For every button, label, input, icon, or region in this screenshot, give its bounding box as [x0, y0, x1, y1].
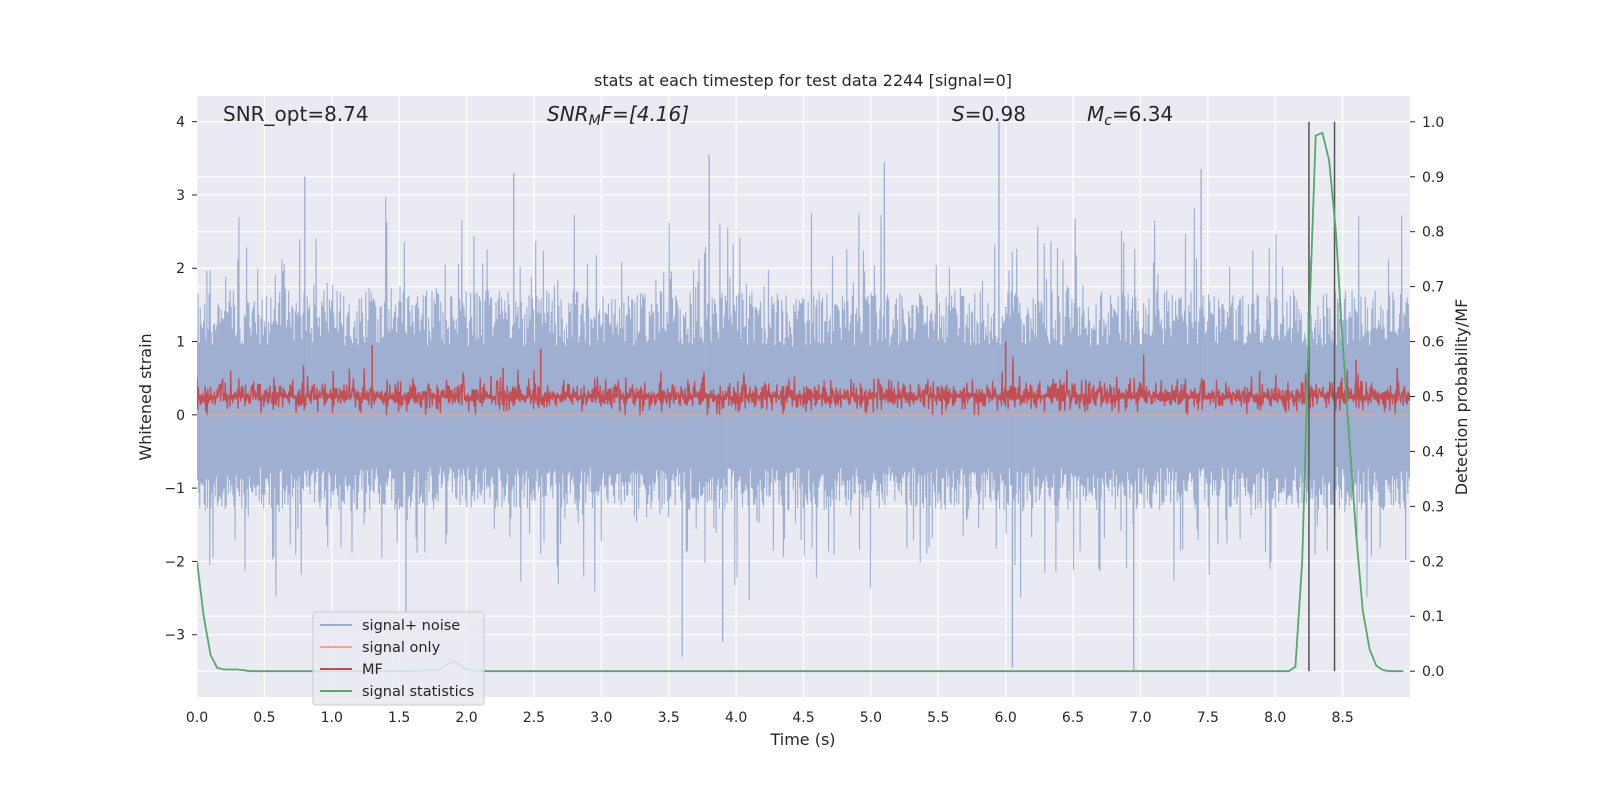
x-tick-label: 7.0 — [1129, 710, 1151, 726]
annotation-snr-mf-base: SNR — [547, 102, 589, 126]
annotation-snr-mf-sub: M — [589, 113, 601, 129]
left-y-tick-label: 3 — [176, 188, 185, 204]
right-y-tick-label: 0.5 — [1422, 390, 1444, 406]
left-y-axis-label: Whitened strain — [136, 333, 155, 460]
series-mf-line — [197, 354, 1410, 415]
legend-box — [312, 611, 485, 706]
x-tick-label: 3.5 — [658, 710, 680, 726]
x-tick-label: 6.0 — [995, 710, 1017, 726]
annotation-mc-base: M — [1087, 102, 1104, 126]
chart-title: stats at each timestep for test data 224… — [594, 71, 1012, 90]
right-y-tick-label: 0.1 — [1422, 609, 1444, 625]
x-tick-label: 6.5 — [1062, 710, 1084, 726]
x-tick-label: 1.5 — [388, 710, 410, 726]
left-y-axis-ticks: 4 3 2 1 0 −1 −2 −3 — [164, 115, 197, 644]
legend-label-mf: MF — [362, 662, 383, 678]
legend: signal+ noise signal only MF signal stat… — [312, 611, 485, 706]
right-y-tick-label: 0.6 — [1422, 335, 1444, 351]
right-y-tick-label: 0.3 — [1422, 499, 1444, 515]
x-tick-label: 1.0 — [321, 710, 343, 726]
annotation-s-base: S — [952, 102, 965, 126]
legend-label-signal-only: signal only — [362, 640, 441, 656]
x-tick-label: 5.5 — [927, 710, 949, 726]
x-tick-label: 8.5 — [1331, 710, 1353, 726]
annotation-mc: Mc=6.34 — [1087, 102, 1173, 129]
x-tick-label: 4.0 — [725, 710, 747, 726]
x-axis-ticks: 0.0 0.5 1.0 1.5 2.0 2.5 3.0 3.5 4.0 4.5 5.0 5.5 6.0 6… — [186, 710, 1354, 726]
x-tick-label: 5.0 — [860, 710, 882, 726]
annotation-mc-sub: c — [1104, 113, 1112, 129]
x-tick-label: 0.0 — [186, 710, 208, 726]
left-y-tick-label: −2 — [164, 554, 185, 570]
legend-label-signal-statistics: signal statistics — [362, 684, 474, 700]
right-y-tick-label: 0.8 — [1422, 225, 1444, 241]
x-tick-label: 2.0 — [455, 710, 477, 726]
x-tick-label: 3.0 — [590, 710, 612, 726]
right-y-axis-ticks: 1.0 0.9 0.8 0.7 0.6 0.5 0.4 0.3 0.2 0.1 0.0 — [1410, 115, 1444, 680]
x-tick-label: 0.5 — [253, 710, 275, 726]
annotation-snr-mf: SNRMF=[4.16] — [547, 102, 689, 129]
right-y-axis-label: Detection probability/MF — [1452, 299, 1471, 496]
left-y-tick-label: −3 — [164, 628, 185, 644]
right-y-tick-label: 0.4 — [1422, 444, 1444, 460]
right-y-tick-label: 0.9 — [1422, 170, 1444, 186]
annotation-mc-rest: =6.34 — [1112, 102, 1173, 126]
series-signal-statistics-line — [197, 131, 1404, 673]
left-y-tick-label: 1 — [176, 335, 185, 351]
x-tick-label: 4.5 — [792, 710, 814, 726]
x-tick-label: 7.5 — [1197, 710, 1219, 726]
legend-label-signal-noise: signal+ noise — [362, 618, 460, 634]
annotation-s-rest: =0.98 — [965, 102, 1026, 126]
annotation-snr-mf-rest: F=[4.16] — [601, 102, 689, 126]
x-axis-label: Time (s) — [769, 730, 835, 749]
right-y-tick-label: 0.2 — [1422, 554, 1444, 570]
x-tick-label: 2.5 — [523, 710, 545, 726]
annotation-snr-opt: SNR_opt=8.74 — [223, 102, 369, 126]
left-y-tick-label: −1 — [164, 481, 185, 497]
data-layer — [197, 121, 1410, 673]
annotation-s: S=0.98 — [952, 102, 1026, 126]
left-y-tick-label: 0 — [176, 408, 185, 424]
x-tick-label: 8.0 — [1264, 710, 1286, 726]
left-y-tick-label: 2 — [176, 261, 185, 277]
right-y-tick-label: 0.0 — [1422, 664, 1444, 680]
left-y-tick-label: 4 — [176, 115, 185, 131]
right-y-tick-label: 0.7 — [1422, 280, 1444, 296]
right-y-tick-label: 1.0 — [1422, 115, 1444, 131]
